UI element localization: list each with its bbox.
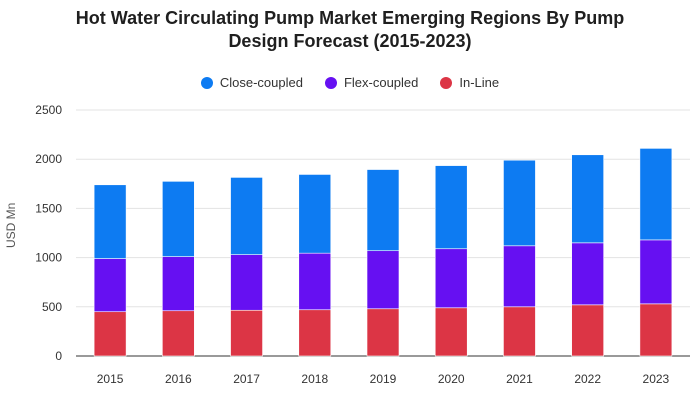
bar-flex-coupled-2021 [503, 245, 536, 308]
bar-in-line-2022 [571, 304, 604, 357]
y-tick-label: 1500 [35, 201, 62, 215]
bar-flex-coupled-2020 [434, 248, 468, 309]
x-tick-label: 2018 [301, 372, 328, 386]
legend-swatch-flex-coupled [324, 76, 337, 89]
bar-in-line-2019 [366, 308, 400, 357]
legend-item-close-coupled[interactable]: Close-coupled [200, 75, 303, 90]
y-tick-label: 1000 [35, 251, 62, 265]
x-tick-label: 2019 [370, 372, 397, 386]
x-tick-label: 2015 [97, 372, 124, 386]
bar-close-coupled-2020 [434, 165, 468, 250]
bar-close-coupled-2018 [298, 174, 332, 254]
bar-close-coupled-2016 [162, 181, 195, 257]
y-tick-label: 2000 [35, 152, 62, 166]
bar-flex-coupled-2015 [93, 258, 127, 313]
y-tick-label: 2500 [35, 103, 62, 117]
bar-close-coupled-2021 [503, 159, 536, 247]
legend-item-in-line[interactable]: In-Line [440, 75, 499, 90]
x-tick-label: 2023 [643, 372, 670, 386]
x-tick-label: 2017 [233, 372, 260, 386]
bar-flex-coupled-2022 [571, 242, 604, 306]
bar-close-coupled-2015 [93, 184, 127, 259]
bar-in-line-2018 [298, 309, 332, 357]
legend-item-flex-coupled[interactable]: Flex-coupled [324, 75, 419, 90]
bar-close-coupled-2023 [639, 148, 673, 241]
x-tick-label: 2020 [438, 372, 465, 386]
bar-flex-coupled-2016 [162, 256, 195, 312]
x-tick-label: 2016 [165, 372, 192, 386]
bar-flex-coupled-2018 [298, 252, 332, 311]
bar-flex-coupled-2019 [366, 250, 400, 310]
bar-in-line-2015 [93, 311, 127, 357]
bar-in-line-2023 [639, 303, 673, 357]
chart-title-line-1: Hot Water Circulating Pump Market Emergi… [75, 8, 625, 28]
bar-close-coupled-2022 [571, 154, 604, 244]
bar-in-line-2020 [434, 307, 468, 357]
chart-title-line-2: Design Forecast (2015-2023) [228, 31, 472, 51]
legend-label-close-coupled: Close-coupled [219, 75, 303, 90]
chart-legend: Close-coupled Flex-coupled In-Line [0, 75, 700, 90]
legend-label-in-line: In-Line [459, 75, 500, 90]
legend-swatch-close-coupled [200, 76, 213, 89]
chart-title: Hot Water Circulating Pump Market Emergi… [0, 7, 700, 53]
bar-close-coupled-2019 [366, 169, 400, 252]
bar-flex-coupled-2023 [639, 239, 673, 305]
legend-label-flex-coupled: Flex-coupled [343, 75, 419, 90]
bar-flex-coupled-2017 [230, 254, 263, 311]
y-tick-label: 500 [42, 300, 62, 314]
bar-close-coupled-2017 [230, 177, 263, 255]
x-tick-label: 2022 [574, 372, 601, 386]
legend-swatch-in-line [440, 76, 453, 89]
bar-in-line-2017 [230, 309, 263, 357]
x-tick-label: 2021 [506, 372, 533, 386]
y-tick-label: 0 [55, 349, 62, 363]
bar-in-line-2016 [162, 310, 195, 357]
bar-in-line-2021 [503, 306, 536, 357]
